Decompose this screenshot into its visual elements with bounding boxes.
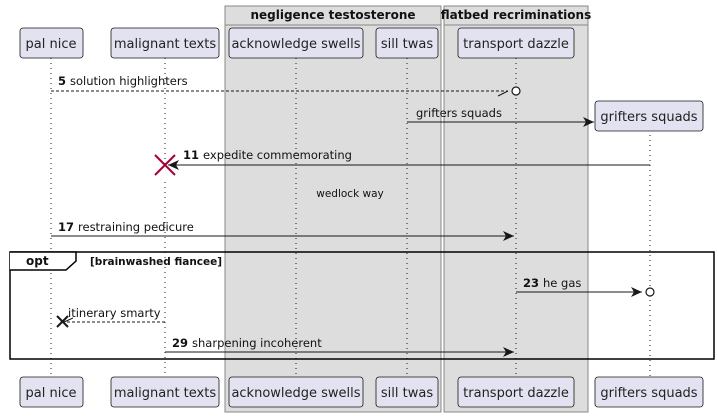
participant-foot-grifters-squads[interactable]: grifters squads xyxy=(594,376,704,408)
participant-label: grifters squads xyxy=(600,110,697,125)
participant-head-transport-dazzle[interactable]: transport dazzle xyxy=(457,27,575,59)
participant-label: pal nice xyxy=(26,37,77,52)
participant-label: malignant texts xyxy=(114,386,216,401)
message-label: grifters squads xyxy=(416,106,502,120)
message-itinerary-smarty: itinerary smarty xyxy=(63,306,165,323)
participant-label: sill twas xyxy=(381,37,433,52)
message-create-grifters-squads: grifters squads xyxy=(407,106,594,127)
participant-foot-acknowledge-swells[interactable]: acknowledge swells xyxy=(228,376,364,408)
participant-head-pal-nice[interactable]: pal nice xyxy=(19,27,84,59)
destroy-x-icon xyxy=(154,154,176,176)
participant-label: acknowledge swells xyxy=(231,37,360,52)
participant-label: pal nice xyxy=(26,386,77,401)
participant-head-acknowledge-swells[interactable]: acknowledge swells xyxy=(228,27,364,59)
message-label: itinerary smarty xyxy=(68,306,161,320)
message-label: 29 sharpening incoherent xyxy=(172,336,322,350)
participant-foot-transport-dazzle[interactable]: transport dazzle xyxy=(457,376,575,408)
message-23: 23 he gas xyxy=(516,276,655,297)
fragment-keyword: opt xyxy=(26,254,49,268)
arrowhead-icon xyxy=(631,287,642,297)
message-17: 17 restraining pedicure xyxy=(51,220,514,241)
participant-label: transport dazzle xyxy=(463,37,569,52)
message-label: 17 restraining pedicure xyxy=(58,220,194,234)
participant-label: acknowledge swells xyxy=(231,386,360,401)
participant-head-grifters-squads-created[interactable]: grifters squads xyxy=(594,100,704,132)
participant-foot-pal-nice[interactable]: pal nice xyxy=(19,376,84,408)
arrowhead-icon xyxy=(168,160,179,170)
message-5: 5 solution highlighters xyxy=(51,74,521,97)
box-title: flatbed recriminations xyxy=(441,8,591,22)
arrowhead-icon xyxy=(583,117,594,127)
message-11: 11 expedite commemorating xyxy=(168,148,650,170)
lost-circle-icon xyxy=(511,86,521,96)
destroy-x-icon xyxy=(56,315,69,328)
message-label: 5 solution highlighters xyxy=(58,74,188,88)
participant-foot-sill-twas[interactable]: sill twas xyxy=(375,376,439,408)
participant-label: malignant texts xyxy=(114,37,216,52)
participant-head-sill-twas[interactable]: sill twas xyxy=(375,27,439,59)
delay-label: wedlock way xyxy=(316,188,383,200)
participant-foot-malignant-texts[interactable]: malignant texts xyxy=(110,376,220,408)
message-label: 11 expedite commemorating xyxy=(183,148,352,162)
participant-label: transport dazzle xyxy=(463,386,569,401)
arrowhead-icon xyxy=(503,231,514,241)
participant-label: sill twas xyxy=(381,386,433,401)
box-negligence-testosterone: negligence testosterone xyxy=(224,5,442,413)
participant-label: grifters squads xyxy=(600,386,697,401)
message-label: 23 he gas xyxy=(523,276,581,290)
participant-head-malignant-texts[interactable]: malignant texts xyxy=(110,27,220,59)
fragment-guard: [brainwashed fiancee] xyxy=(90,256,222,268)
arrowhead-icon xyxy=(503,347,514,357)
opt-fragment: opt [brainwashed fiancee] xyxy=(9,251,715,360)
lifelines xyxy=(50,58,651,377)
box-title: negligence testosterone xyxy=(250,8,415,22)
lost-circle-icon xyxy=(645,287,655,297)
message-29: 29 sharpening incoherent xyxy=(165,336,514,357)
